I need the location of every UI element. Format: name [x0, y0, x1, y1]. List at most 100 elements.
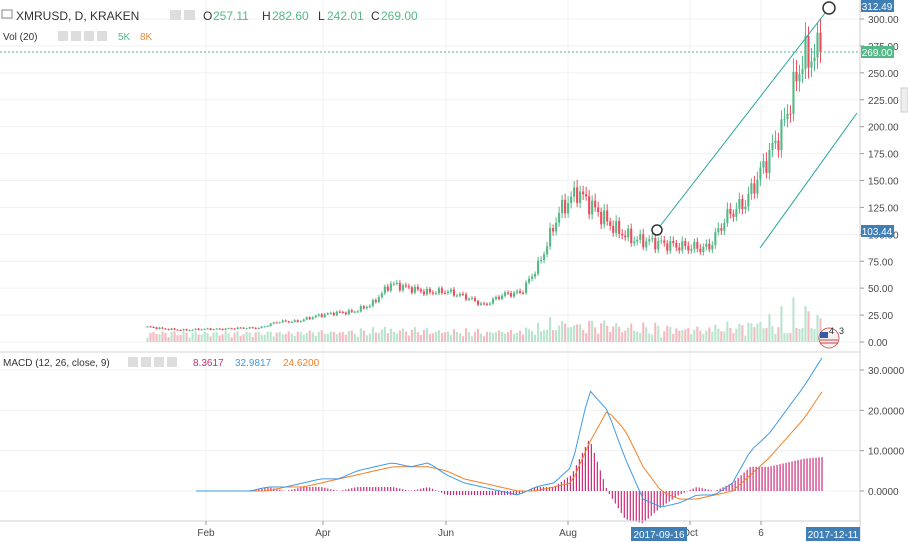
volume-bar	[642, 322, 645, 342]
volume-bar	[795, 327, 798, 342]
low-label: L	[318, 9, 325, 23]
volume-bar	[437, 330, 440, 342]
volume-bar	[407, 335, 410, 342]
macd-pane	[196, 357, 823, 524]
volume-bar	[798, 328, 801, 342]
candle-body	[293, 320, 296, 322]
volume-bar	[281, 334, 284, 342]
channel-end-handle[interactable]	[822, 1, 836, 15]
candle-body	[245, 328, 248, 330]
volume-bar	[158, 334, 161, 342]
volume-value-b: 8K	[140, 32, 153, 43]
events-count-a: 4	[829, 326, 834, 336]
scale-handle[interactable]	[900, 87, 908, 113]
eye-icon[interactable]	[128, 357, 138, 367]
settings-icon[interactable]	[141, 357, 151, 367]
volume-bar	[362, 330, 365, 342]
candle-body	[404, 285, 407, 287]
channel-upper-line[interactable]	[656, 7, 830, 231]
candle-body	[657, 240, 660, 250]
candle-body	[540, 259, 543, 261]
candle-body	[485, 303, 489, 305]
candle-body	[642, 234, 645, 248]
candle-body	[308, 317, 311, 320]
volume-bar	[428, 333, 431, 342]
volume-bar	[777, 327, 780, 342]
volume-bar	[191, 332, 194, 342]
price-tick-label: 50.00	[868, 284, 893, 295]
candle-body	[317, 314, 320, 316]
volume-bar	[401, 328, 404, 342]
volume-bar	[239, 335, 242, 342]
candle-body	[591, 200, 594, 215]
eye-icon[interactable]	[170, 10, 181, 20]
candle-body	[570, 196, 573, 204]
candle-body	[756, 179, 759, 194]
channel-lower-line[interactable]	[759, 112, 858, 249]
settings-icon[interactable]	[184, 10, 195, 20]
candle-body	[705, 243, 708, 247]
time-tick-label: Apr	[315, 528, 331, 539]
volume-bar	[813, 329, 816, 342]
candle-body	[744, 206, 747, 210]
candle-body	[630, 228, 633, 244]
channel-anchor-handle[interactable]	[651, 224, 663, 236]
time-axis[interactable]: Feb Apr Jun Aug Oct 6	[197, 521, 764, 539]
candle-body	[558, 213, 561, 223]
candle-body	[290, 321, 293, 323]
trend-channel[interactable]	[651, 1, 858, 249]
candle-body	[648, 239, 651, 242]
volume-bar	[594, 327, 597, 342]
candle-body	[416, 286, 419, 290]
close-icon[interactable]	[154, 357, 164, 367]
candle-body	[645, 241, 648, 248]
candle-body	[603, 210, 606, 225]
volume-bar	[651, 334, 654, 342]
candle-body	[383, 286, 386, 294]
candle-body	[681, 241, 684, 251]
more-icon[interactable]	[167, 357, 177, 367]
volume-bar	[368, 333, 371, 342]
volume-bar	[534, 334, 537, 342]
candle-body	[621, 233, 624, 236]
macd-axis[interactable]: 30.0000 20.0000 10.0000 0.0000	[860, 366, 905, 498]
candle-body	[218, 328, 221, 330]
macd-line-value: 32.9817	[235, 358, 272, 369]
candle-body	[305, 317, 308, 320]
candle-body	[555, 222, 558, 232]
volume-bar	[287, 331, 290, 342]
candle-body	[320, 314, 323, 317]
more-icon[interactable]	[97, 31, 107, 41]
volume-bar	[470, 336, 474, 342]
volume-bar	[263, 334, 266, 342]
candle-body	[816, 32, 819, 58]
events-count-b: 3	[839, 326, 844, 336]
price-tick-label: 225.00	[868, 96, 899, 107]
candle-body	[732, 213, 735, 217]
close-icon[interactable]	[84, 31, 94, 41]
candle-body	[470, 298, 474, 300]
volume-bar	[591, 320, 594, 342]
candle-body	[534, 273, 537, 277]
collapse-icon[interactable]	[1, 9, 13, 19]
volume-bar	[383, 326, 386, 342]
volume-bar	[741, 325, 744, 342]
settings-icon[interactable]	[71, 31, 81, 41]
eye-icon[interactable]	[58, 31, 68, 41]
volume-bar	[573, 325, 576, 342]
volume-bar	[365, 335, 368, 342]
volume-bar	[615, 323, 618, 342]
candle-body	[236, 327, 239, 330]
volume-bar	[236, 331, 239, 342]
candle-body	[371, 300, 374, 306]
candle-body	[341, 312, 344, 314]
volume-bar	[359, 328, 362, 342]
volume-bar	[810, 327, 813, 342]
close-value: 269.00	[381, 9, 418, 23]
price-axis[interactable]: 300.00275.00250.00225.00200.00175.00150.…	[860, 15, 899, 349]
volume-bar	[663, 331, 666, 342]
volume-bar	[266, 331, 269, 342]
events-marker[interactable]: 4 3	[818, 326, 844, 349]
candle-body	[678, 247, 681, 251]
